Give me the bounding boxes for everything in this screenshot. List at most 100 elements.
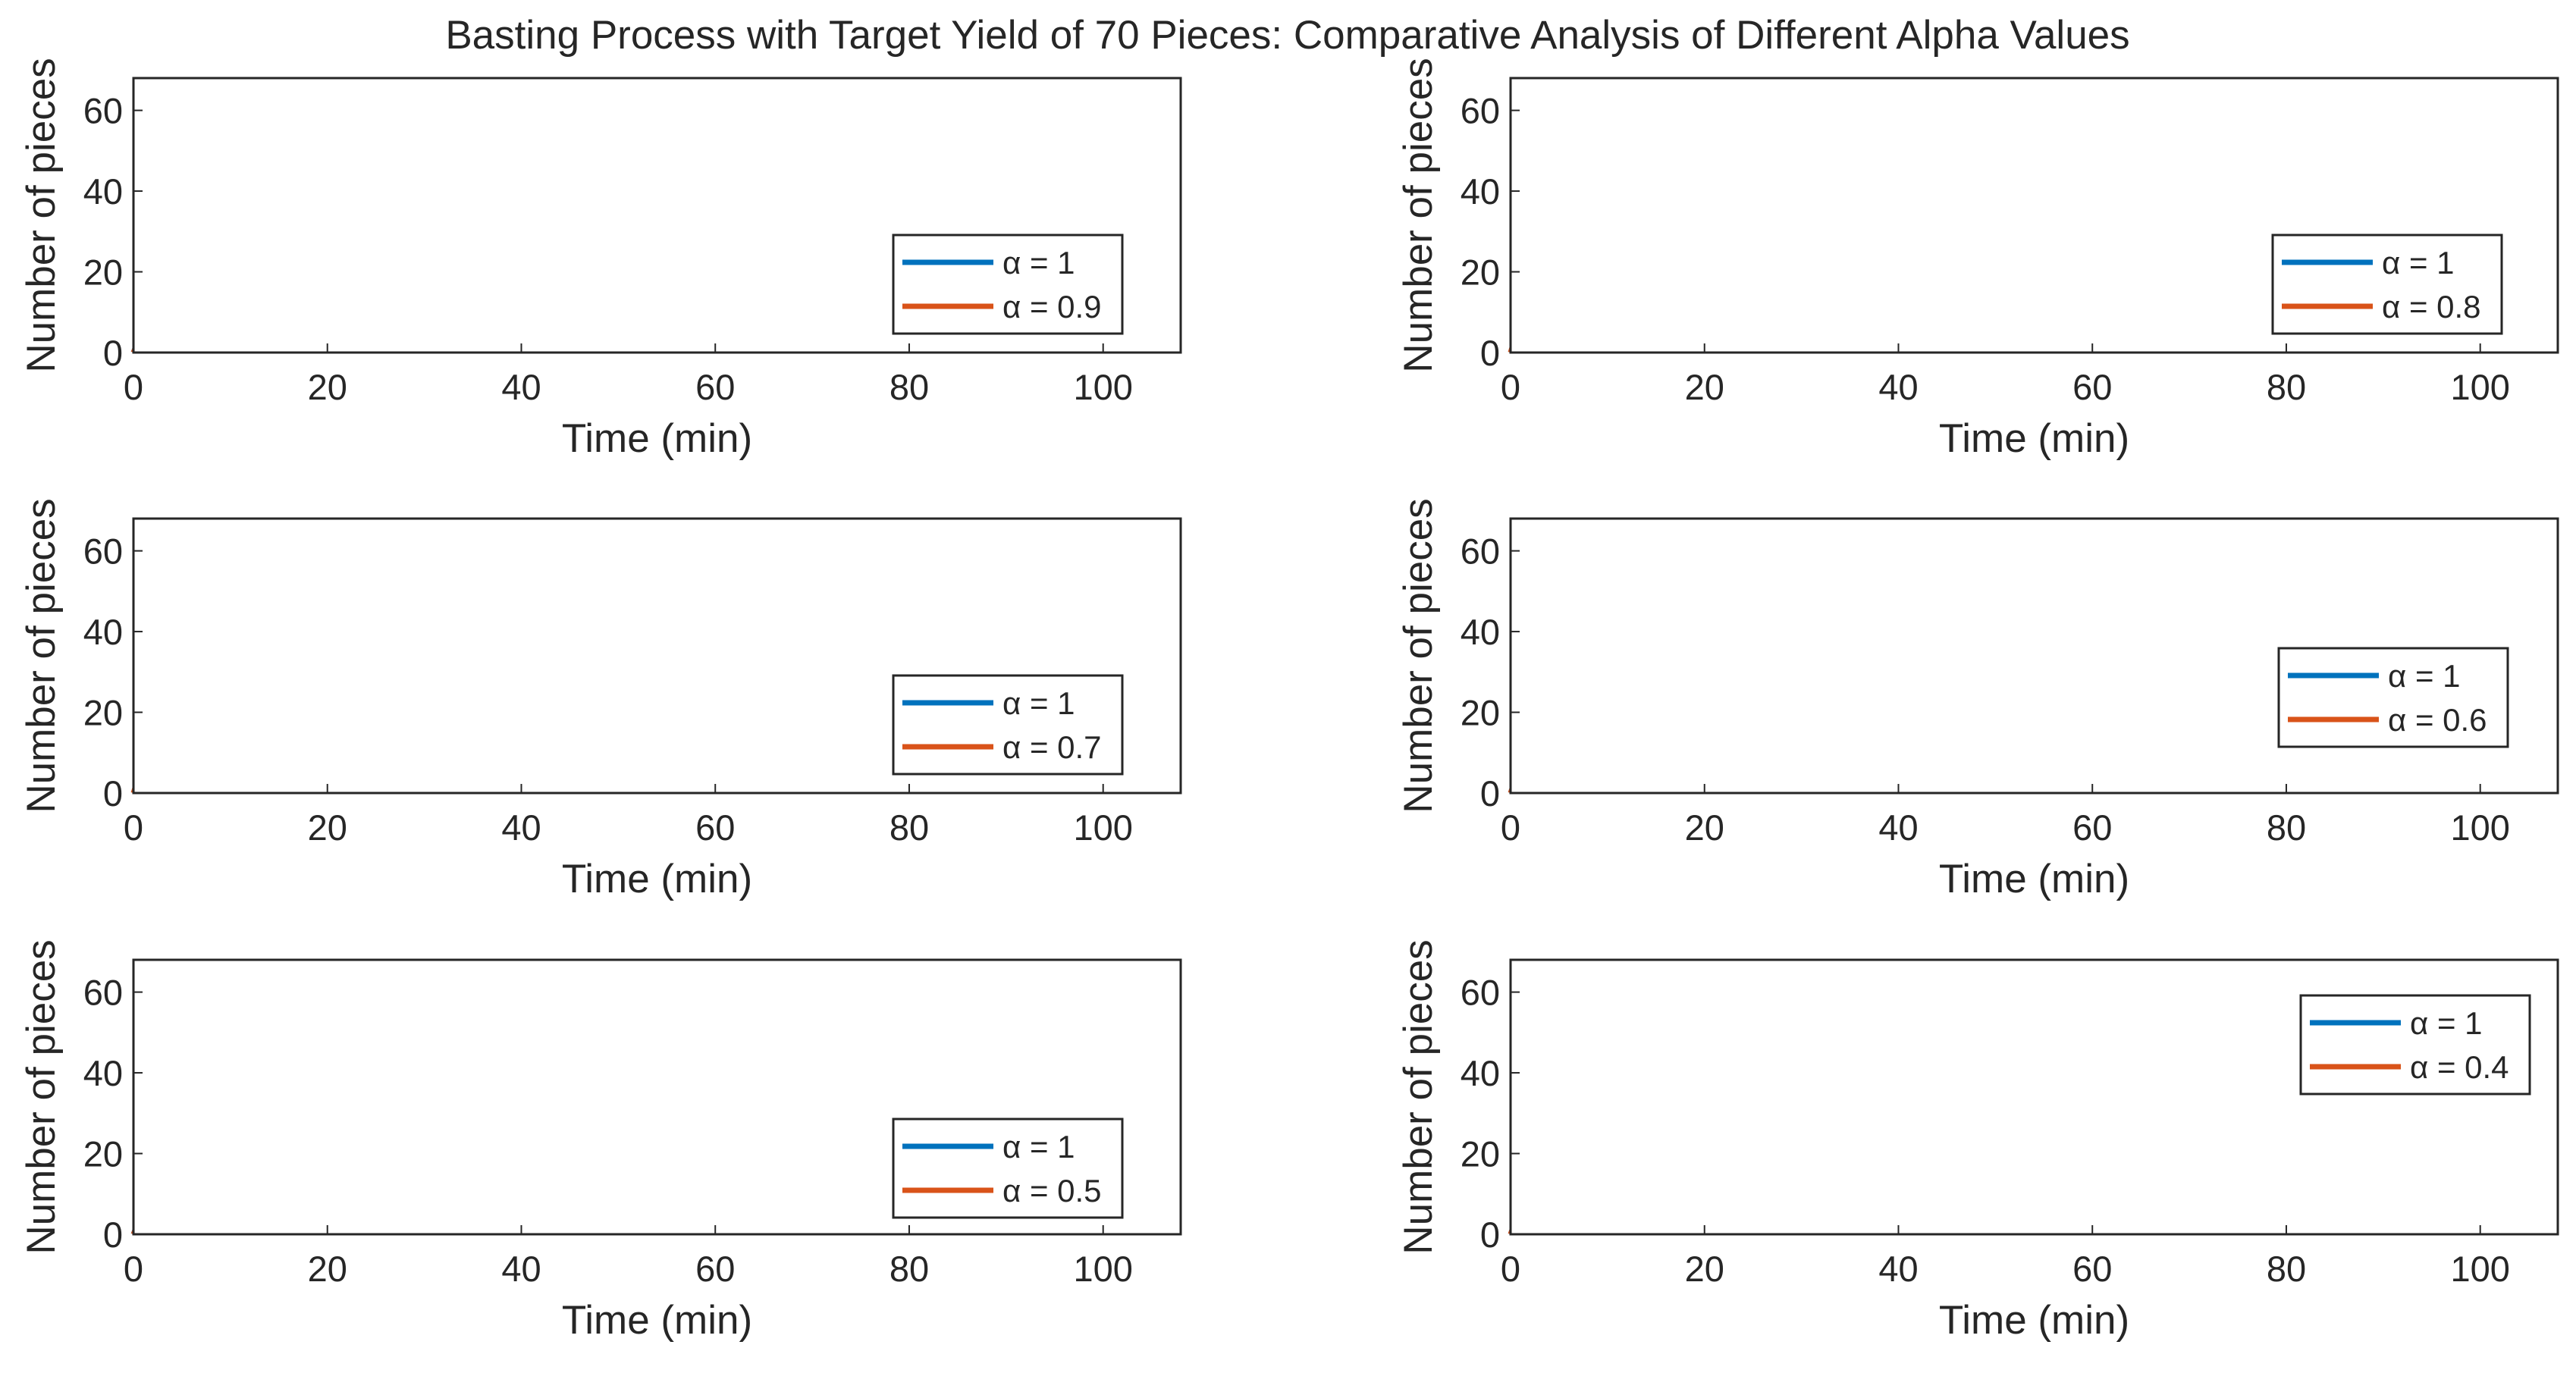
x-axis-label: Time (min) — [1939, 857, 2129, 901]
y-tick-label: 20 — [83, 693, 123, 733]
legend-entry: α = 1 — [1002, 245, 1075, 281]
y-tick-label: 60 — [1461, 91, 1500, 131]
subplot-3: 0 20 40 60 80 100 0 20 40 60 Time (min) Number of p… — [19, 498, 1182, 901]
x-tick-label: 80 — [890, 1249, 929, 1289]
y-axis-label: Number of pieces — [1396, 58, 1441, 372]
x-tick-label: 60 — [2072, 1249, 2112, 1289]
y-tick-label: 40 — [83, 171, 123, 212]
x-tick-label: 0 — [124, 807, 143, 848]
subplot-6: 0 20 40 60 80 100 0 20 40 60 Time (min) Number of p… — [1396, 939, 2559, 1343]
y-tick-label: 40 — [1461, 1053, 1500, 1093]
subplot-1: 0 20 40 60 80 100 0 20 40 60 Time (min) Number of p… — [19, 58, 1182, 461]
legend-entry: α = 1 — [2388, 658, 2461, 694]
x-tick-label: 20 — [1685, 367, 1724, 407]
y-tick-label: 0 — [103, 1215, 123, 1255]
x-axis-label: Time (min) — [562, 416, 752, 461]
x-axis-label: Time (min) — [1939, 416, 2129, 461]
x-tick-label: 80 — [890, 807, 929, 848]
x-axis-label: Time (min) — [562, 1298, 752, 1343]
y-axis-label: Number of pieces — [19, 498, 64, 813]
y-tick-label: 0 — [1480, 1215, 1500, 1255]
x-tick-label: 60 — [2072, 807, 2112, 848]
y-tick-label: 0 — [1480, 333, 1500, 373]
x-tick-label: 20 — [308, 807, 347, 848]
x-tick-label: 40 — [501, 367, 541, 407]
legend-entry: α = 1 — [2382, 245, 2455, 281]
legend-box — [2277, 647, 2509, 748]
x-tick-label: 0 — [1501, 807, 1520, 848]
legend: α = 1 α = 0.5 — [892, 1118, 1124, 1219]
legend: α = 1 α = 0.7 — [892, 674, 1124, 776]
legend-box — [892, 674, 1124, 776]
x-tick-label: 80 — [2267, 807, 2306, 848]
legend-box — [892, 234, 1124, 335]
x-axis-label: Time (min) — [1939, 1298, 2129, 1343]
x-tick-label: 100 — [2450, 807, 2509, 848]
x-tick-label: 40 — [501, 1249, 541, 1289]
figure-title: Basting Process with Target Yield of 70 … — [445, 13, 2129, 58]
legend-entry: α = 0.9 — [1002, 289, 1102, 324]
x-tick-label: 40 — [501, 807, 541, 848]
x-tick-label: 0 — [1501, 367, 1520, 407]
x-tick-label: 100 — [2450, 367, 2509, 407]
x-tick-label: 100 — [1073, 807, 1132, 848]
y-axis-label: Number of pieces — [19, 58, 64, 372]
x-tick-label: 40 — [1878, 367, 1918, 407]
y-tick-label: 60 — [1461, 531, 1500, 572]
y-axis-label: Number of pieces — [19, 939, 64, 1254]
x-tick-label: 60 — [695, 367, 735, 407]
y-tick-label: 60 — [83, 973, 123, 1013]
x-tick-label: 80 — [2267, 1249, 2306, 1289]
legend-entry: α = 1 — [1002, 1129, 1075, 1165]
x-tick-label: 60 — [695, 807, 735, 848]
y-tick-label: 20 — [1461, 1134, 1500, 1174]
y-tick-label: 40 — [83, 1053, 123, 1093]
y-tick-label: 0 — [103, 773, 123, 813]
y-tick-label: 40 — [1461, 612, 1500, 652]
legend: α = 1 α = 0.6 — [2277, 647, 2509, 748]
legend-entry: α = 1 — [1002, 685, 1075, 721]
x-tick-label: 20 — [308, 1249, 347, 1289]
legend: α = 1 α = 0.4 — [2299, 994, 2531, 1096]
x-tick-label: 40 — [1878, 807, 1918, 848]
y-tick-label: 20 — [83, 252, 123, 293]
subplot-5: 0 20 40 60 80 100 0 20 40 60 Time (min) Number of p… — [19, 939, 1182, 1343]
legend-entry: α = 0.6 — [2388, 702, 2487, 738]
x-tick-label: 100 — [2450, 1249, 2509, 1289]
legend: α = 1 α = 0.9 — [892, 234, 1124, 335]
legend-entry: α = 0.7 — [1002, 729, 1102, 765]
x-tick-label: 60 — [695, 1249, 735, 1289]
x-tick-label: 0 — [124, 1249, 143, 1289]
x-tick-label: 40 — [1878, 1249, 1918, 1289]
y-tick-label: 60 — [83, 91, 123, 131]
x-tick-label: 20 — [1685, 1249, 1724, 1289]
legend-box — [2299, 994, 2531, 1096]
x-tick-label: 0 — [124, 367, 143, 407]
legend-entry: α = 0.4 — [2410, 1049, 2509, 1085]
legend-entry: α = 0.5 — [1002, 1173, 1102, 1208]
y-tick-label: 60 — [83, 531, 123, 572]
x-tick-label: 0 — [1501, 1249, 1520, 1289]
x-axis-label: Time (min) — [562, 857, 752, 901]
y-tick-label: 20 — [1461, 693, 1500, 733]
y-tick-label: 20 — [1461, 252, 1500, 293]
y-tick-label: 0 — [1480, 773, 1500, 813]
y-tick-label: 20 — [83, 1134, 123, 1174]
legend-box — [892, 1118, 1124, 1219]
subplot-2: 0 20 40 60 80 100 0 20 40 60 Time (min) Number of p… — [1396, 58, 2559, 461]
x-tick-label: 100 — [1073, 367, 1132, 407]
x-tick-label: 20 — [308, 367, 347, 407]
x-tick-label: 100 — [1073, 1249, 1132, 1289]
y-tick-label: 0 — [103, 333, 123, 373]
y-tick-label: 40 — [83, 612, 123, 652]
legend-box — [2271, 234, 2503, 335]
y-axis-label: Number of pieces — [1396, 498, 1441, 813]
legend-entry: α = 0.8 — [2382, 289, 2481, 324]
y-tick-label: 60 — [1461, 973, 1500, 1013]
y-tick-label: 40 — [1461, 171, 1500, 212]
subplot-4: 0 20 40 60 80 100 0 20 40 60 Time (min) Number of p… — [1396, 498, 2559, 901]
x-tick-label: 20 — [1685, 807, 1724, 848]
x-tick-label: 80 — [890, 367, 929, 407]
legend-entry: α = 1 — [2410, 1005, 2483, 1041]
